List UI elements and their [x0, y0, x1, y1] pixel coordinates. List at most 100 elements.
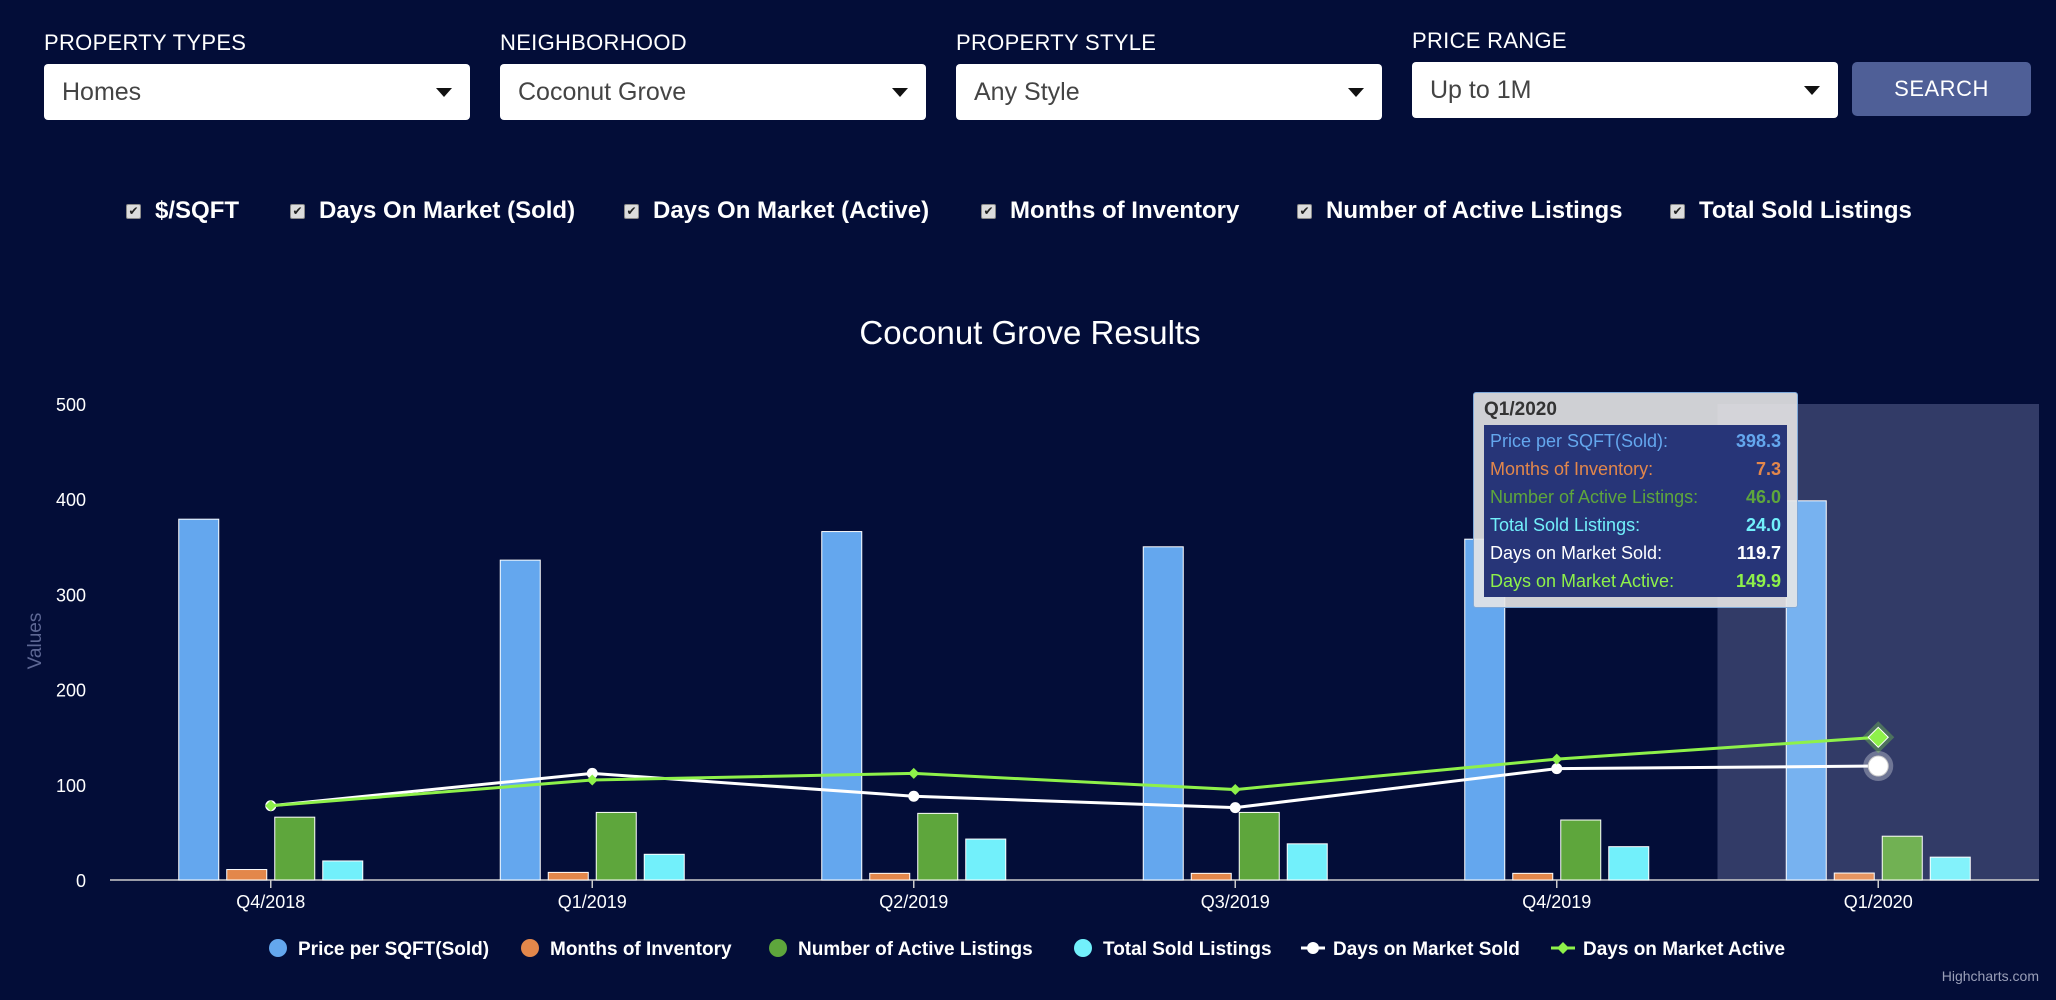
tooltip-row-label: Price per SQFT(Sold): [1490, 430, 1669, 451]
chevron-down-icon [892, 87, 908, 97]
point-days-on-market-active[interactable] [586, 774, 598, 786]
neighborhood-select[interactable]: Coconut Grove [500, 64, 926, 120]
property-style-label: PROPERTY STYLE [956, 30, 1157, 55]
bar-months-of-inventory[interactable] [1512, 872, 1554, 881]
checkbox-label: Months of Inventory [1010, 197, 1240, 224]
legend-symbol [521, 939, 539, 957]
checkbox-checked-icon[interactable]: ✔ [290, 203, 305, 219]
checkbox-checked-icon[interactable]: ✔ [981, 203, 996, 219]
neighborhood-value: Coconut Grove [518, 77, 687, 106]
legend-item-number-of-active-listings[interactable]: Number of Active Listings [769, 939, 1033, 960]
tooltip-row: Months of Inventory: 7.3 [1490, 455, 1781, 483]
legend-symbol [1074, 939, 1092, 957]
property-style-value: Any Style [974, 77, 1080, 106]
point-days-on-market-active[interactable] [1867, 726, 1889, 749]
legend-item-days-on-market-active[interactable]: Days on Market Active [1551, 939, 1785, 960]
checkbox-dom-active[interactable]: ✔ Days On Market (Active) [624, 196, 929, 226]
bar-total-sold-listings[interactable] [643, 853, 685, 881]
point-days-on-market-sold[interactable] [586, 767, 598, 779]
legend-label: Months of Inventory [550, 939, 732, 960]
x-tick-label: Q3/2019 [1201, 892, 1270, 912]
bar-total-sold-listings[interactable] [1286, 843, 1328, 881]
chevron-down-icon [436, 87, 452, 97]
legend-item-price-per-sqft-sold[interactable]: Price per SQFT(Sold) [269, 939, 489, 960]
bar-price-per-sqft-sold[interactable] [499, 559, 541, 881]
bar-number-of-active-listings[interactable] [1881, 835, 1923, 881]
point-days-on-market-active[interactable] [1229, 784, 1241, 796]
x-tick-label: Q4/2019 [1522, 892, 1591, 912]
y-tick-label: 500 [56, 395, 86, 415]
tooltip-row-label: Days on Market Active: [1490, 570, 1675, 591]
bar-price-per-sqft-sold[interactable] [821, 531, 863, 881]
legend-label: Total Sold Listings [1103, 939, 1272, 960]
legend-symbol [269, 939, 287, 957]
line-days-on-market-sold [270, 764, 1879, 810]
checkbox-label: Days On Market (Sold) [319, 197, 576, 224]
y-tick-label: 200 [56, 681, 86, 701]
point-days-on-market-active[interactable] [265, 800, 277, 812]
bar-months-of-inventory[interactable] [226, 869, 268, 881]
checkbox-months-inventory[interactable]: ✔ Months of Inventory [981, 196, 1239, 226]
bar-total-sold-listings[interactable] [1929, 856, 1971, 881]
checkbox-checked-icon[interactable]: ✔ [1297, 203, 1312, 219]
bar-number-of-active-listings[interactable] [595, 811, 637, 881]
bar-number-of-active-listings[interactable] [917, 812, 959, 881]
tooltip-row-label: Days on Market Sold: [1490, 542, 1663, 563]
bar-total-sold-listings[interactable] [965, 838, 1007, 881]
legend-label: Days on Market Active [1583, 939, 1785, 960]
tooltip-title: Q1/2020 [1484, 399, 1557, 420]
property-types-label: PROPERTY TYPES [44, 30, 247, 55]
bar-months-of-inventory[interactable] [547, 871, 589, 881]
bar-price-per-sqft-sold[interactable] [1142, 546, 1184, 881]
legend-item-months-of-inventory[interactable]: Months of Inventory [521, 939, 732, 960]
checkbox-price-sqft[interactable]: ✔ $/SQFT [126, 196, 239, 226]
checkbox-active-listings[interactable]: ✔ Number of Active Listings [1297, 196, 1622, 226]
x-tick-label: Q1/2019 [558, 892, 627, 912]
checkbox-label: Days On Market (Active) [653, 197, 930, 224]
point-days-on-market-sold[interactable] [1867, 755, 1889, 777]
bar-months-of-inventory[interactable] [1833, 872, 1875, 881]
tooltip-row: Number of Active Listings: 46.0 [1490, 483, 1781, 511]
bar-number-of-active-listings[interactable] [1238, 811, 1280, 881]
bar-months-of-inventory[interactable] [1190, 872, 1232, 881]
point-days-on-market-active[interactable] [908, 767, 920, 779]
legend-symbol [769, 939, 787, 957]
property-types-select[interactable]: Homes [44, 64, 470, 120]
bar-price-per-sqft-sold[interactable] [178, 518, 220, 881]
checkbox-checked-icon[interactable]: ✔ [1670, 203, 1685, 219]
bar-total-sold-listings[interactable] [1608, 846, 1650, 881]
bar-number-of-active-listings[interactable] [274, 816, 316, 881]
highcharts-credit[interactable]: Highcharts.com [1942, 968, 2039, 984]
legend-marker [1557, 942, 1569, 954]
point-days-on-market-active[interactable] [1551, 753, 1563, 765]
checkbox-checked-icon[interactable]: ✔ [624, 203, 639, 219]
x-tick-label: Q1/2020 [1844, 892, 1913, 912]
point-days-on-market-sold[interactable] [908, 790, 920, 802]
chart-title: Coconut Grove Results [859, 314, 1200, 351]
tooltip-row-value: 24.0 [1745, 514, 1781, 535]
bar-months-of-inventory[interactable] [869, 872, 911, 881]
checkbox-label: Total Sold Listings [1699, 197, 1912, 224]
tooltip-row-value: 398.3 [1735, 430, 1781, 451]
tooltip-body: Price per SQFT(Sold): 398.3 Months of Inve… [1484, 425, 1787, 597]
legend-label: Number of Active Listings [798, 939, 1033, 960]
price-range-select[interactable]: Up to 1M [1412, 62, 1838, 118]
y-tick-label: 100 [56, 776, 86, 796]
checkbox-dom-sold[interactable]: ✔ Days On Market (Sold) [290, 196, 575, 226]
search-button[interactable]: SEARCH [1852, 62, 2031, 116]
checkbox-total-sold[interactable]: ✔ Total Sold Listings [1670, 196, 1912, 226]
property-style-select[interactable]: Any Style [956, 64, 1382, 120]
price-range-value: Up to 1M [1430, 75, 1532, 104]
chevron-down-icon [1804, 85, 1820, 95]
point-days-on-market-sold[interactable] [1229, 802, 1241, 814]
checkbox-checked-icon[interactable]: ✔ [126, 203, 141, 219]
bar-number-of-active-listings[interactable] [1560, 819, 1602, 881]
tooltip-row: Days on Market Active: 149.9 [1490, 567, 1781, 595]
legend-item-days-on-market-sold[interactable]: Days on Market Sold [1301, 939, 1520, 960]
chart-tooltip: Q1/2020 Price per SQFT(Sold): 398.3 Months… [1473, 392, 1798, 608]
point-days-on-market-sold[interactable] [1551, 763, 1563, 775]
bar-total-sold-listings[interactable] [322, 860, 364, 881]
legend-label: Price per SQFT(Sold) [298, 939, 489, 960]
legend-item-total-sold-listings[interactable]: Total Sold Listings [1074, 939, 1272, 960]
